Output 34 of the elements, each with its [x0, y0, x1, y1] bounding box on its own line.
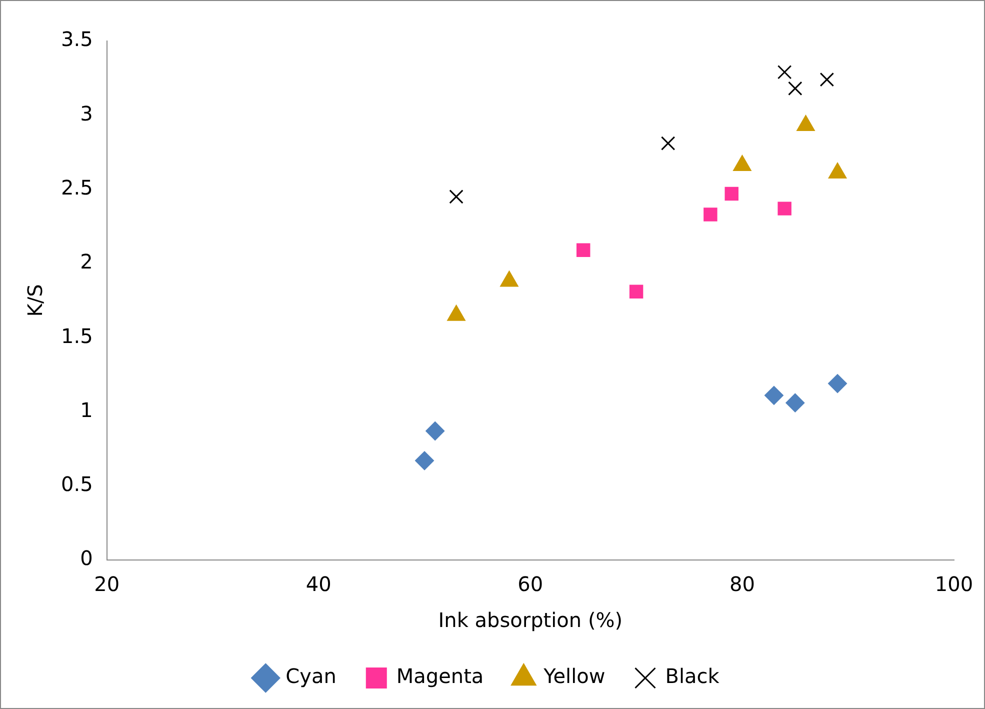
- y-tick-label: 2.5: [60, 175, 93, 200]
- legend-label: Cyan: [286, 664, 336, 688]
- x-tick-label: 100: [934, 572, 974, 596]
- x-tick-label: 80: [729, 572, 755, 596]
- point: [777, 65, 792, 80]
- point: [788, 81, 802, 96]
- y-tick-label: 2: [80, 250, 93, 274]
- x-tick-label: 60: [518, 572, 544, 596]
- point: [449, 190, 464, 204]
- y-tick-label: 0.5: [60, 472, 93, 496]
- point: [764, 386, 784, 405]
- x-tick-label: 40: [306, 572, 332, 596]
- point: [415, 451, 434, 470]
- point: [724, 186, 738, 201]
- y-axis-title: K/S: [23, 284, 48, 317]
- y-tick-label: 1: [80, 398, 93, 422]
- point: [820, 72, 834, 87]
- point: [828, 374, 848, 394]
- y-tick-label: 3: [80, 101, 93, 126]
- point: [786, 393, 805, 412]
- y-tick-label: 0: [80, 546, 93, 570]
- x-axis-title: Ink absorption (%): [438, 608, 623, 632]
- x-tick-label: 20: [94, 572, 120, 596]
- point: [660, 136, 676, 150]
- y-tick-label: 1.5: [60, 324, 93, 348]
- point: [704, 208, 718, 222]
- point: [778, 202, 792, 216]
- y-tick-label: 3.5: [60, 27, 93, 52]
- legend-label: Magenta: [396, 664, 484, 688]
- point: [629, 284, 644, 298]
- legend-label: Black: [665, 664, 720, 688]
- legend-label: Yellow: [542, 664, 606, 688]
- point: [426, 421, 445, 440]
- point: [576, 243, 590, 257]
